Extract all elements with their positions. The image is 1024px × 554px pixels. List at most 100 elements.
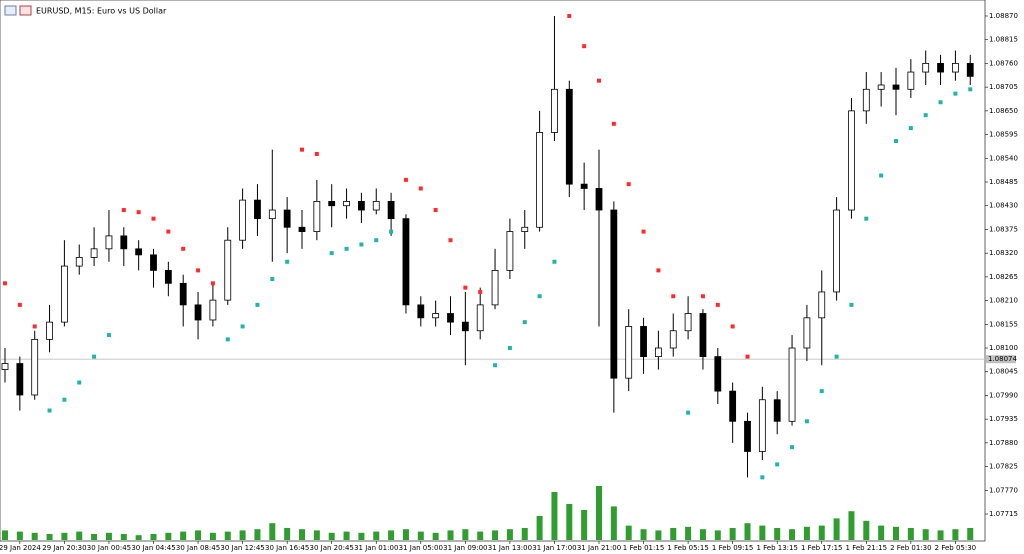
candle-body bbox=[684, 313, 692, 332]
psar-dot bbox=[834, 354, 839, 359]
y-tick-label: 1.07825 bbox=[989, 463, 1018, 471]
psar-dot bbox=[374, 238, 379, 243]
x-tick-label: 30 Jan 20:45 bbox=[310, 544, 354, 552]
y-tick-label: 1.08705 bbox=[989, 83, 1018, 91]
candle-body bbox=[744, 420, 751, 452]
x-tick-label: 1 Feb 01:15 bbox=[623, 544, 664, 552]
candle-body bbox=[551, 88, 558, 133]
candle-body bbox=[417, 304, 425, 319]
candle-body bbox=[491, 269, 499, 306]
psar-dot bbox=[656, 268, 661, 273]
psar-dot bbox=[240, 324, 245, 329]
y-tick-label: 1.08760 bbox=[989, 59, 1018, 67]
volume-bar bbox=[120, 534, 127, 540]
candle-body bbox=[150, 254, 157, 271]
volume-bar bbox=[477, 531, 484, 540]
candle-body bbox=[387, 201, 395, 220]
volume-bar bbox=[506, 529, 513, 540]
candle-body bbox=[1, 363, 9, 370]
volume-bar bbox=[655, 530, 662, 540]
icon bbox=[19, 5, 32, 16]
candle-body bbox=[862, 88, 870, 112]
volume-bar bbox=[492, 530, 499, 540]
candle-body bbox=[135, 248, 143, 256]
x-tick-label: 30 Jan 04:45 bbox=[131, 544, 175, 552]
x-tick-label: 1 Feb 05:15 bbox=[667, 544, 708, 552]
candle-body bbox=[179, 282, 187, 306]
volume-bar bbox=[135, 535, 142, 540]
psar-dot bbox=[285, 259, 290, 264]
volume-bar bbox=[967, 528, 974, 540]
candle-body bbox=[239, 199, 247, 241]
psar-dot bbox=[77, 380, 82, 385]
x-tick-label: 31 Jan 21:00 bbox=[577, 544, 621, 552]
psar-dot bbox=[641, 229, 646, 234]
x-tick-label: 29 Jan 2024 bbox=[0, 544, 41, 552]
psar-dot bbox=[537, 294, 542, 299]
psar-dot bbox=[17, 302, 22, 307]
psar-dot bbox=[700, 294, 705, 299]
volume-bar bbox=[907, 528, 914, 540]
psar-dot bbox=[92, 354, 97, 359]
psar-dot bbox=[864, 216, 869, 221]
volume-bar bbox=[447, 530, 454, 540]
candle-body bbox=[922, 63, 930, 73]
icon bbox=[4, 5, 17, 16]
psar-dot bbox=[819, 389, 824, 394]
candle-body bbox=[699, 313, 707, 358]
x-tick-label: 1 Feb 17:15 bbox=[801, 544, 842, 552]
psar-dot bbox=[300, 147, 304, 152]
x-tick-label: 30 Jan 08:45 bbox=[176, 544, 220, 552]
y-tick-label: 1.08870 bbox=[989, 12, 1018, 20]
candle-body bbox=[966, 63, 974, 77]
y-tick-label: 1.08650 bbox=[989, 107, 1018, 115]
volume-bar bbox=[922, 529, 929, 540]
volume-bar bbox=[358, 532, 365, 540]
candle-body bbox=[357, 201, 365, 211]
psar-dot bbox=[522, 320, 527, 325]
candle-body bbox=[402, 218, 410, 306]
volume-bar bbox=[209, 532, 216, 540]
volume-bar bbox=[685, 526, 692, 540]
psar-dot bbox=[403, 177, 408, 182]
psar-dot bbox=[433, 208, 438, 213]
psar-dot bbox=[121, 208, 126, 213]
candle-body bbox=[506, 231, 514, 271]
psar-dot bbox=[715, 302, 720, 307]
x-tick-label: 31 Jan 01:00 bbox=[354, 544, 398, 552]
psar-dot bbox=[418, 186, 423, 191]
volume-bar bbox=[774, 528, 781, 540]
volume-bar bbox=[239, 530, 246, 540]
volume-bar bbox=[893, 526, 899, 540]
x-tick-label: 1 Feb 09:15 bbox=[712, 544, 753, 552]
volume-bar bbox=[165, 532, 172, 540]
psar-dot bbox=[626, 182, 631, 187]
volume-bar bbox=[521, 528, 528, 540]
psar-dot bbox=[255, 302, 260, 307]
candle-body bbox=[580, 183, 588, 189]
psar-dot bbox=[611, 121, 616, 126]
x-tick-label: 1 Feb 21:15 bbox=[846, 544, 887, 552]
y-tick-label: 1.08595 bbox=[989, 131, 1018, 139]
psar-dot bbox=[47, 408, 52, 413]
candle-body bbox=[758, 399, 766, 452]
candle-body bbox=[120, 235, 128, 250]
volume-bar bbox=[818, 525, 825, 540]
volume-bar bbox=[195, 530, 202, 540]
x-tick-label: 31 Jan 13:00 bbox=[488, 544, 532, 552]
candle-body bbox=[625, 326, 633, 379]
volume-bar bbox=[803, 526, 810, 540]
candle-body bbox=[952, 63, 959, 73]
candle-body bbox=[461, 321, 469, 332]
y-tick-label: 1.08815 bbox=[989, 36, 1018, 44]
x-tick-label: 1 Feb 13:15 bbox=[756, 544, 797, 552]
psar-dot bbox=[493, 363, 498, 368]
y-tick-label: 1.08375 bbox=[989, 225, 1018, 233]
x-tick-label: 31 Jan 05:00 bbox=[399, 544, 443, 552]
candle-body bbox=[476, 304, 484, 332]
y-tick-label: 1.08265 bbox=[989, 273, 1018, 281]
volume-bar bbox=[729, 528, 736, 540]
candle-body bbox=[877, 84, 885, 90]
y-tick-label: 1.08540 bbox=[989, 154, 1018, 162]
volume-bar bbox=[402, 529, 409, 540]
